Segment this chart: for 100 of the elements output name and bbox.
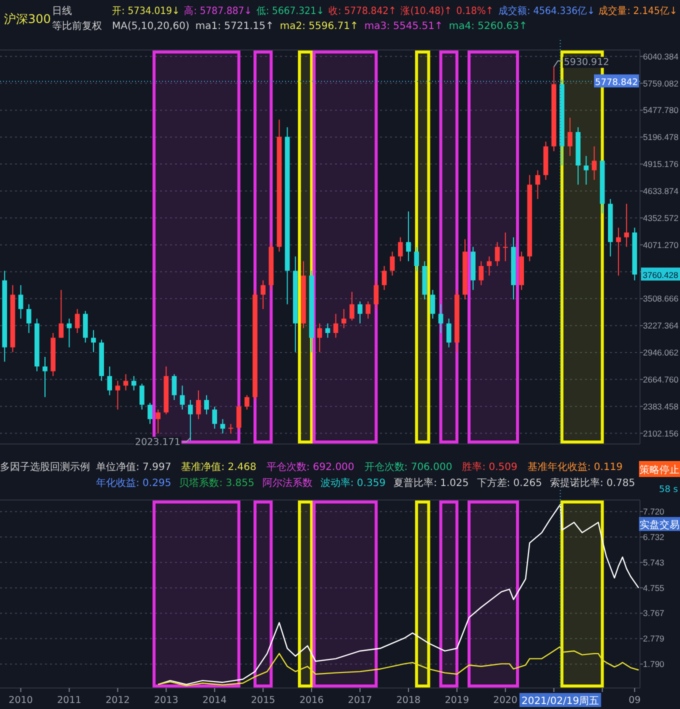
y-tick-label: 4352.572 <box>643 212 679 223</box>
x-tick-label: 2018 <box>396 695 421 706</box>
text: 收: 5778.842↑ <box>328 6 396 18</box>
candlestick <box>188 399 193 442</box>
text: 涨(10.48)↑ <box>400 4 452 18</box>
candlestick <box>236 404 242 430</box>
candlestick <box>131 376 136 391</box>
candlestick <box>398 236 403 262</box>
y-tick-label: 2664.760 <box>643 374 679 384</box>
candlestick <box>502 232 508 262</box>
candlestick <box>91 330 96 353</box>
candlestick <box>333 313 338 338</box>
candlestick <box>406 210 411 262</box>
candlestick <box>494 242 500 266</box>
candlestick <box>74 308 80 334</box>
line-series <box>157 504 640 685</box>
y-tick-label: 4071.270 <box>643 240 679 250</box>
candlestick <box>486 256 492 276</box>
y-tick-label: 2946.062 <box>643 348 679 358</box>
candlestick <box>478 260 484 286</box>
text: 低: 5667.321↓ <box>256 6 324 18</box>
y-tick-label: 3227.364 <box>643 320 679 331</box>
candlestick <box>228 423 234 434</box>
text: ma4: 5260.63↑ <box>448 21 528 32</box>
y-tick-label: 6.732 <box>643 532 665 542</box>
y-tick-label: 3508.666 <box>643 294 679 304</box>
candlestick <box>568 117 572 156</box>
candlestick <box>535 170 540 200</box>
candlestick <box>438 304 444 334</box>
candlestick <box>584 155 589 186</box>
y-tick-label: 4.755 <box>643 582 665 593</box>
text: 基准净值: 2.468 <box>181 461 256 473</box>
candlestick <box>180 385 185 410</box>
candlestick <box>42 356 48 398</box>
text: 平仓次数: 692.000 <box>266 461 354 473</box>
text: 夏普比率: 1.025 <box>394 477 469 489</box>
candlestick <box>260 280 266 310</box>
x-tick-label: 2020 <box>493 695 518 706</box>
x-tick-label: 2019 <box>444 695 470 706</box>
x-tick-label: 2010 <box>8 695 33 706</box>
x-tick-label: 2017 <box>348 695 372 706</box>
y-tick-label: 2102.156 <box>643 428 679 438</box>
y-tick-label: 7.720 <box>643 506 665 517</box>
candlestick <box>382 265 387 290</box>
text: 贝塔系数: 3.855 <box>179 477 254 489</box>
text: ma1: 5721.15↑ <box>195 21 274 32</box>
y-tick-label: 5477.780 <box>643 105 679 116</box>
candlestick <box>196 390 201 420</box>
text: 基准年化收益: 0.119 <box>527 461 623 473</box>
y-tick-label: 2383.458 <box>643 401 679 412</box>
chart-subtitle: 日线 <box>52 5 72 17</box>
candlestick <box>18 284 24 320</box>
y-tick-label: 5.743 <box>643 557 665 568</box>
annotation: 5930.912 <box>564 56 610 68</box>
candlestick <box>414 246 419 272</box>
candlestick <box>212 406 218 430</box>
text: 3760.428 <box>642 270 678 280</box>
candlestick <box>325 322 330 338</box>
candlestick <box>592 146 597 180</box>
x-tick-label: 2013 <box>154 695 178 706</box>
candlestick <box>107 366 112 396</box>
candlestick <box>390 251 395 276</box>
text: 高: 5787.887↓ <box>184 4 252 18</box>
y-tick-label: 5759.082 <box>643 78 679 88</box>
y-tick-label: 4915.176 <box>643 159 679 170</box>
text: 开仓次数: 706.000 <box>364 461 452 473</box>
text: 下方差: 0.265 <box>476 477 542 489</box>
y-tick-label: 1.790 <box>643 659 665 670</box>
candlestick <box>366 300 371 320</box>
text: 0.18%↑ <box>456 6 494 18</box>
x-tick-label: 2012 <box>106 695 130 706</box>
text: ma2: 5596.71↑ <box>280 21 358 32</box>
text: 开: 5734.019↓ <box>112 6 180 18</box>
text: 波动率: 0.359 <box>320 477 386 489</box>
x-tick-label: 2016 <box>299 695 324 706</box>
candlestick <box>115 380 120 410</box>
text: 58 s <box>658 485 678 495</box>
y-tick-label: 2.779 <box>643 634 665 644</box>
candlestick <box>616 227 621 276</box>
x-tick-label: 2015 <box>250 695 276 706</box>
ref-line-label: 5778.842 <box>595 78 638 88</box>
y-tick-label: 4633.874 <box>643 186 679 196</box>
candlestick <box>341 308 346 329</box>
annotation: 2023.171 <box>135 436 180 448</box>
x-tick-label: 2014 <box>202 695 227 706</box>
chart-title: 沪深300 <box>4 12 51 26</box>
y-tick-label: 6040.384 <box>643 51 679 62</box>
candlestick <box>148 402 152 424</box>
line-series <box>157 646 640 686</box>
candlestick <box>350 291 354 322</box>
text: 单位净值: 7.997 <box>96 461 172 473</box>
candlestick <box>244 394 250 410</box>
candlestick <box>26 304 32 334</box>
text: 等比前复权 <box>52 20 102 32</box>
candlestick <box>430 289 436 320</box>
text: 阿尔法系数 <box>262 477 312 489</box>
candlestick <box>358 300 362 324</box>
ref-line-label: 2021/02/19周五 <box>521 696 600 707</box>
text: 成交量: 2.145亿↓ <box>598 4 678 18</box>
candlestick <box>374 280 379 310</box>
